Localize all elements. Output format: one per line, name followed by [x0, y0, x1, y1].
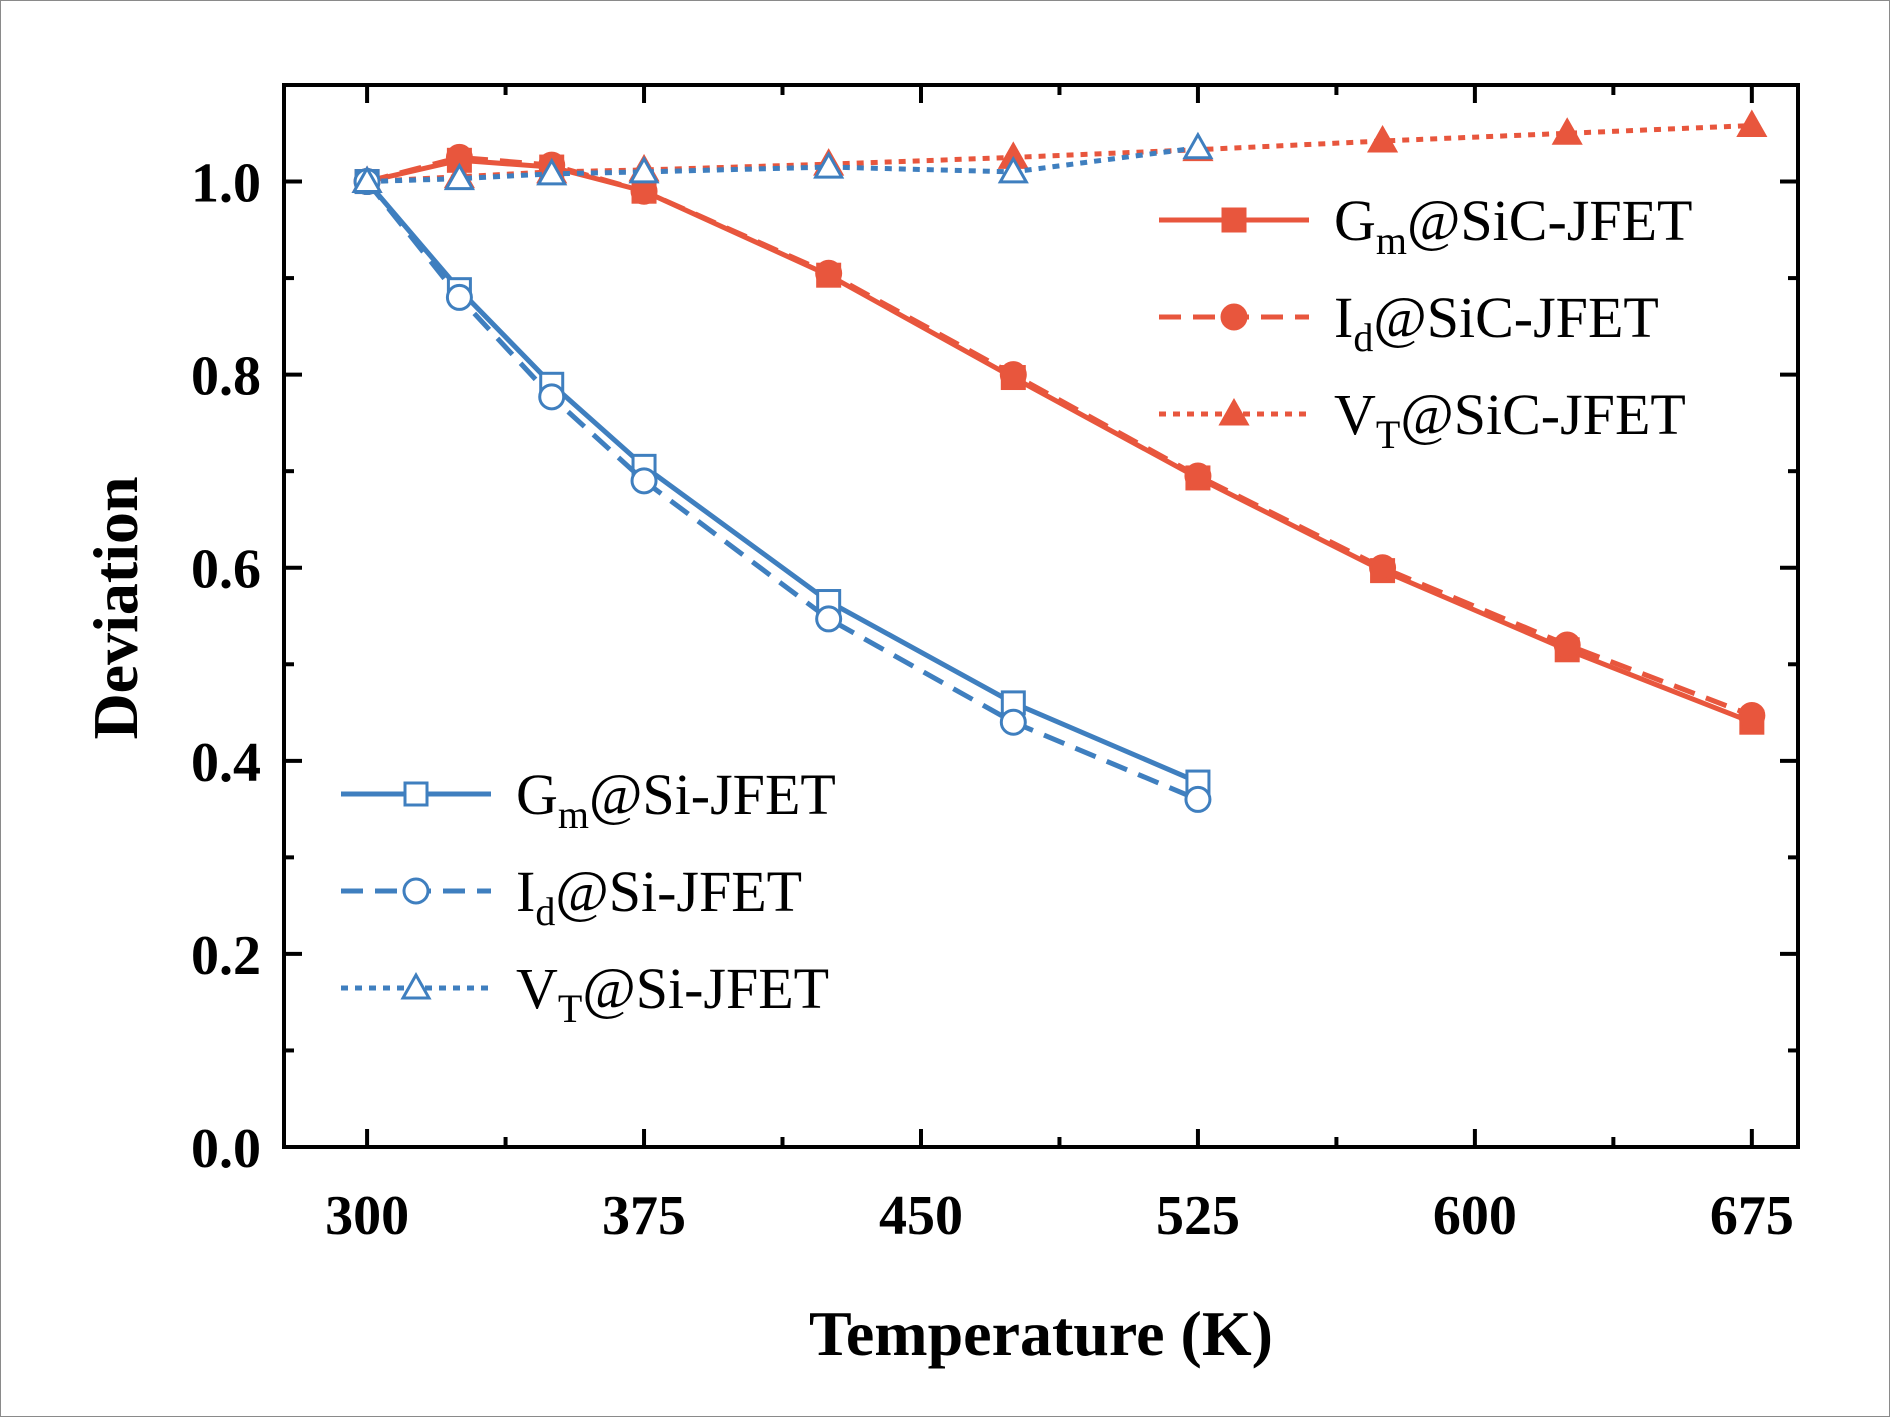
legend-sic-jfet: Gm@SiC-JFET Id@SiC-JFET VT@SiC-JFET: [1159, 188, 1692, 457]
x-axis: 300 375 450 525 600 675: [325, 85, 1794, 1247]
legend-item: Id@Si-JFET: [341, 859, 802, 934]
data-point: [1369, 554, 1397, 582]
y-tick-label: 0.2: [191, 925, 261, 987]
legend-si-jfet: Gm@Si-JFET Id@Si-JFET VT@Si-JFET: [341, 762, 836, 1031]
legend-item: Id@SiC-JFET: [1159, 285, 1659, 360]
data-point: [1367, 124, 1399, 153]
series-id-at-si-jfet: [353, 168, 1212, 813]
data-point: [1184, 785, 1212, 813]
y-axis: 0.0 0.2 0.4 0.6 0.8 1.0: [191, 83, 1798, 1180]
plot-area: [282, 83, 1800, 1149]
series-line: [365, 179, 1199, 802]
data-point: [999, 361, 1027, 389]
legend-marker: [403, 781, 429, 807]
y-tick-label: 0.8: [191, 346, 261, 408]
data-point: [630, 467, 658, 495]
legend-marker: [1218, 397, 1250, 426]
data-point: [1182, 131, 1214, 160]
series-gm-at-si-jfet: [354, 169, 1211, 795]
series-line: [366, 154, 1753, 718]
series-vt-at-si-jfet: [351, 131, 1214, 194]
legend-marker: [1220, 303, 1248, 331]
data-point: [815, 605, 843, 633]
legend-item: Gm@Si-JFET: [341, 762, 836, 837]
x-axis-title: Temperature (K): [809, 1298, 1273, 1369]
legend-marker: [402, 877, 430, 905]
data-point: [1551, 117, 1583, 145]
series-layer: [351, 109, 1768, 813]
data-point: [536, 157, 568, 186]
x-tick-label: 375: [602, 1185, 686, 1247]
data-point: [1736, 109, 1768, 138]
legend-label: Gm@Si-JFET: [516, 762, 836, 837]
x-tick-label: 525: [1156, 1185, 1240, 1247]
y-axis-title: Deviation: [80, 476, 151, 739]
data-point: [351, 165, 383, 194]
data-point: [1738, 701, 1766, 729]
y-tick-label: 1.0: [191, 153, 261, 215]
plot-frame: [282, 83, 1800, 1149]
x-tick-label: 450: [879, 1185, 963, 1247]
data-point: [999, 708, 1027, 736]
x-tick-label: 300: [325, 1185, 409, 1247]
data-point: [813, 151, 845, 179]
legend-marker: [1221, 207, 1247, 233]
data-point: [997, 155, 1029, 184]
data-point: [1184, 462, 1212, 490]
data-point: [538, 383, 566, 411]
x-tick-label: 600: [1433, 1185, 1517, 1247]
data-point: [1553, 631, 1581, 659]
legend-label: Id@Si-JFET: [516, 859, 802, 934]
series-line: [366, 123, 1752, 185]
series-line: [365, 179, 1199, 785]
data-point: [443, 162, 475, 191]
legend-label: Id@SiC-JFET: [1334, 285, 1659, 360]
y-tick-label: 0.0: [191, 1118, 261, 1180]
legend-marker: [400, 971, 432, 1000]
y-tick-label: 0.6: [191, 539, 261, 601]
data-point: [445, 283, 473, 311]
data-point: [628, 155, 660, 184]
y-tick-label: 0.4: [191, 732, 261, 794]
data-point: [815, 259, 843, 287]
legend-label: Gm@SiC-JFET: [1334, 188, 1692, 263]
legend-item: VT@Si-JFET: [341, 956, 829, 1031]
legend-item: VT@SiC-JFET: [1159, 382, 1686, 457]
series-vt-at-sic-jfet: [351, 109, 1768, 194]
legend-item: Gm@SiC-JFET: [1159, 188, 1692, 263]
legend-label: VT@SiC-JFET: [1334, 382, 1686, 457]
x-tick-label: 675: [1710, 1185, 1794, 1247]
legend-label: VT@Si-JFET: [516, 956, 829, 1031]
